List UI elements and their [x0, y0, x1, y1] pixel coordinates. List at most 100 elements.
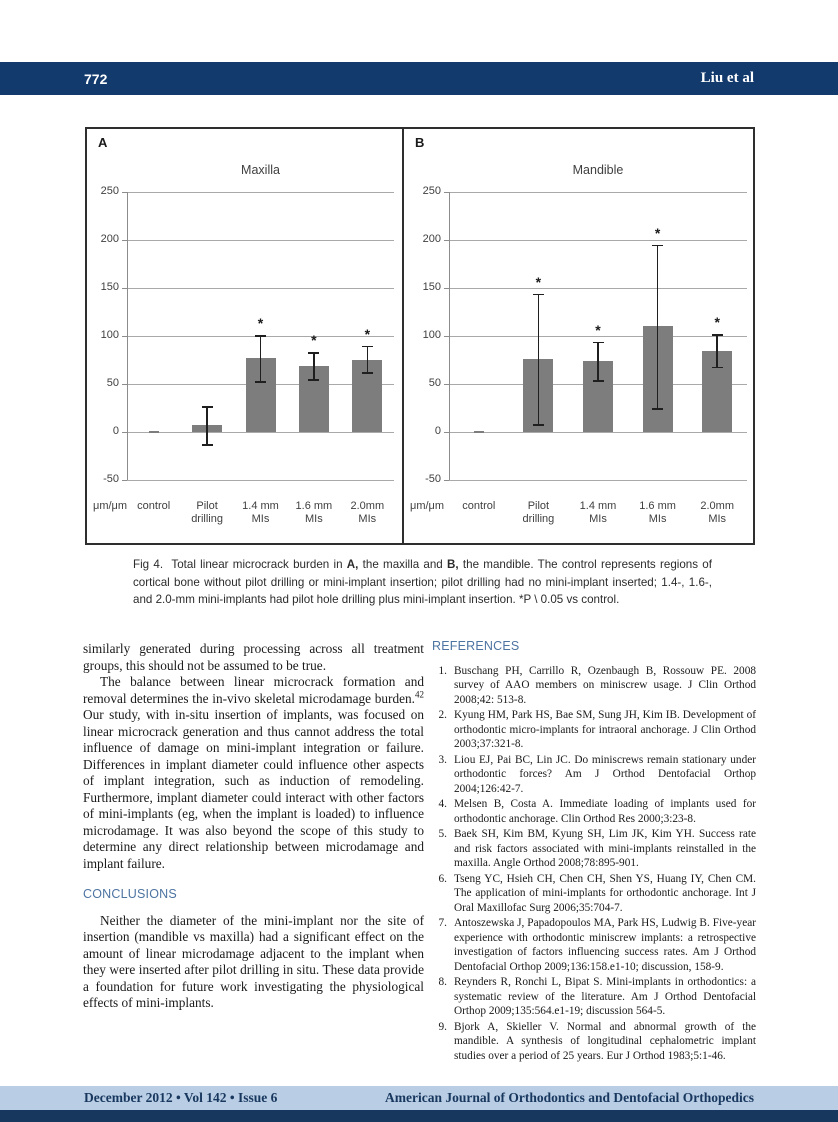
error-bar-line: [259, 335, 262, 382]
body-paragraph-text: The balance between linear microcrack fo…: [83, 674, 424, 706]
significance-asterisk: *: [595, 321, 601, 338]
error-bar-cap-bottom: [308, 379, 320, 381]
x-category-label: 1.6 mm MIs: [639, 500, 676, 525]
figure-caption-text: the mandible. The control represents reg…: [133, 558, 712, 607]
references-heading: REFERENCES: [432, 639, 520, 653]
reference-item: 6. Tseng YC, Hsieh CH, Chen CH, Shen YS, …: [432, 872, 756, 916]
reference-text: Tseng YC, Hsieh CH, Chen CH, Shen YS, Hu…: [454, 872, 756, 914]
significance-asterisk: *: [311, 332, 317, 349]
y-tick-label: 100: [100, 329, 119, 341]
y-gridline: [449, 480, 747, 481]
panel-label: B: [415, 135, 425, 150]
y-axis-tick: [444, 192, 449, 193]
y-axis-tick: [122, 480, 127, 481]
axis-unit-label: μm/μm: [93, 500, 128, 512]
y-axis-tick: [122, 240, 127, 241]
y-axis-line: [127, 192, 128, 480]
reference-item: 7. Antoszewska J, Papadopoulos MA, Park H…: [432, 916, 756, 974]
y-axis-line: [449, 192, 450, 480]
error-bar-cap-bottom: [361, 372, 373, 374]
y-tick-label: 250: [422, 185, 441, 197]
reference-item: 9. Bjork A, Skieller V. Normal and abnorm…: [432, 1020, 756, 1064]
reference-item: 4. Melsen B, Costa A. Immediate loading o…: [432, 797, 756, 826]
error-bar-cap-top: [652, 244, 664, 247]
y-gridline: [127, 192, 394, 193]
reference-text: Antoszewska J, Papadopoulos MA, Park HS,…: [454, 917, 756, 973]
citation-superscript[interactable]: 42: [415, 689, 424, 700]
y-tick-label: 100: [422, 329, 441, 341]
y-axis-tick: [444, 432, 449, 433]
reference-item: 5. Baek SH, Kim BM, Kyung SH, Lim JK, Kim…: [432, 827, 756, 871]
y-gridline: [127, 480, 394, 481]
chart-title: Mandible: [572, 163, 624, 177]
y-axis-tick: [122, 432, 127, 433]
reference-text: Baek SH, Kim BM, Kyung SH, Lim JK, Kim Y…: [454, 828, 756, 869]
reference-number: 5.: [438, 828, 447, 840]
conclusions-heading: CONCLUSIONS: [83, 887, 177, 901]
error-bar-cap-top: [592, 341, 604, 344]
error-bar-line: [366, 345, 369, 373]
y-gridline: [127, 432, 394, 433]
error-bar-cap-bottom: [255, 381, 266, 383]
panel-label: A: [98, 135, 108, 150]
footer-issue-info: December 2012 • Vol 142 • Issue 6: [84, 1090, 278, 1105]
y-tick-label: 50: [428, 377, 441, 389]
y-axis-tick: [122, 384, 127, 385]
y-axis-tick: [444, 384, 449, 385]
figure-caption: Fig 4. Total linear microcrack burden in…: [133, 556, 712, 609]
error-bar-line: [656, 244, 659, 408]
reference-text: Reynders R, Ronchi L, Bipat S. Mini-impl…: [454, 976, 756, 1017]
y-gridline: [449, 432, 747, 433]
y-axis-tick: [444, 240, 449, 241]
y-gridline: [449, 192, 747, 193]
error-bar-cap-bottom: [711, 366, 723, 369]
reference-number: 9.: [438, 1020, 447, 1033]
significance-asterisk: *: [364, 325, 371, 342]
figure-caption-text: the maxilla and: [358, 558, 448, 571]
significance-asterisk: *: [654, 224, 661, 241]
running-head-authors: Liu et al: [700, 70, 754, 86]
figure-caption-text: Total linear microcrack burden in: [163, 558, 347, 571]
page-header-bar: 772 Liu et al: [0, 62, 838, 95]
figure-4-container: A Maxilla 250 200 150 100 50 0 -50 μm/μm control Pi…: [85, 127, 755, 545]
reference-text: Buschang PH, Carrillo R, Ozenbaugh B, Ro…: [454, 664, 756, 706]
reference-item: 3. Liou EJ, Pai BC, Lin JC. Do miniscrews…: [432, 753, 756, 797]
conclusions-paragraph: Neither the diameter of the mini-implant…: [83, 912, 424, 1011]
error-bar-cap-top: [201, 406, 213, 408]
x-category-label: 1.4 mm MIs: [242, 500, 279, 525]
reference-text: Kyung HM, Park HS, Bae SM, Sung JH, Kim …: [454, 709, 756, 750]
reference-list: 1. Buschang PH, Carrillo R, Ozenbaugh B, …: [432, 664, 756, 1064]
error-bar-line: [313, 352, 315, 380]
figure-caption-panel-a-ref: A,: [346, 558, 359, 571]
significance-asterisk: *: [257, 315, 264, 332]
y-gridline: [449, 288, 747, 289]
y-tick-label: 250: [100, 185, 119, 197]
footer-journal-name: American Journal of Orthodontics and Den…: [385, 1090, 754, 1105]
chart-title: Maxilla: [241, 163, 280, 177]
footer-issue-band: December 2012 • Vol 142 • Issue 6 Americ…: [0, 1086, 838, 1110]
figure-caption-label: Fig 4.: [133, 558, 164, 571]
y-axis-tick: [122, 192, 127, 193]
y-tick-label: 200: [100, 233, 119, 245]
y-gridline: [127, 288, 394, 289]
x-category-label: control: [462, 500, 496, 512]
y-axis-tick: [122, 288, 127, 289]
y-tick-label: 150: [422, 281, 441, 293]
page-number: 772: [84, 70, 108, 87]
x-category-label: 1.6 mm MIs: [295, 500, 333, 525]
y-axis-tick: [444, 480, 449, 481]
body-paragraph-text: Our study, with in-situ insertion of imp…: [83, 707, 424, 871]
reference-number: 4.: [438, 798, 447, 810]
reference-number: 6.: [438, 872, 447, 885]
y-tick-label: -50: [103, 473, 119, 485]
footer-navy-strip: [0, 1110, 838, 1122]
left-text-column: similarly generated during processing ac…: [83, 641, 424, 1012]
y-gridline: [449, 336, 747, 337]
figure-caption-panel-b-ref: B,: [447, 558, 459, 571]
error-bar-cap-bottom: [652, 408, 664, 410]
error-bar-cap-top: [361, 345, 373, 348]
error-bar-line: [537, 293, 540, 425]
y-axis-tick: [444, 336, 449, 337]
y-tick-label: 150: [100, 281, 119, 293]
